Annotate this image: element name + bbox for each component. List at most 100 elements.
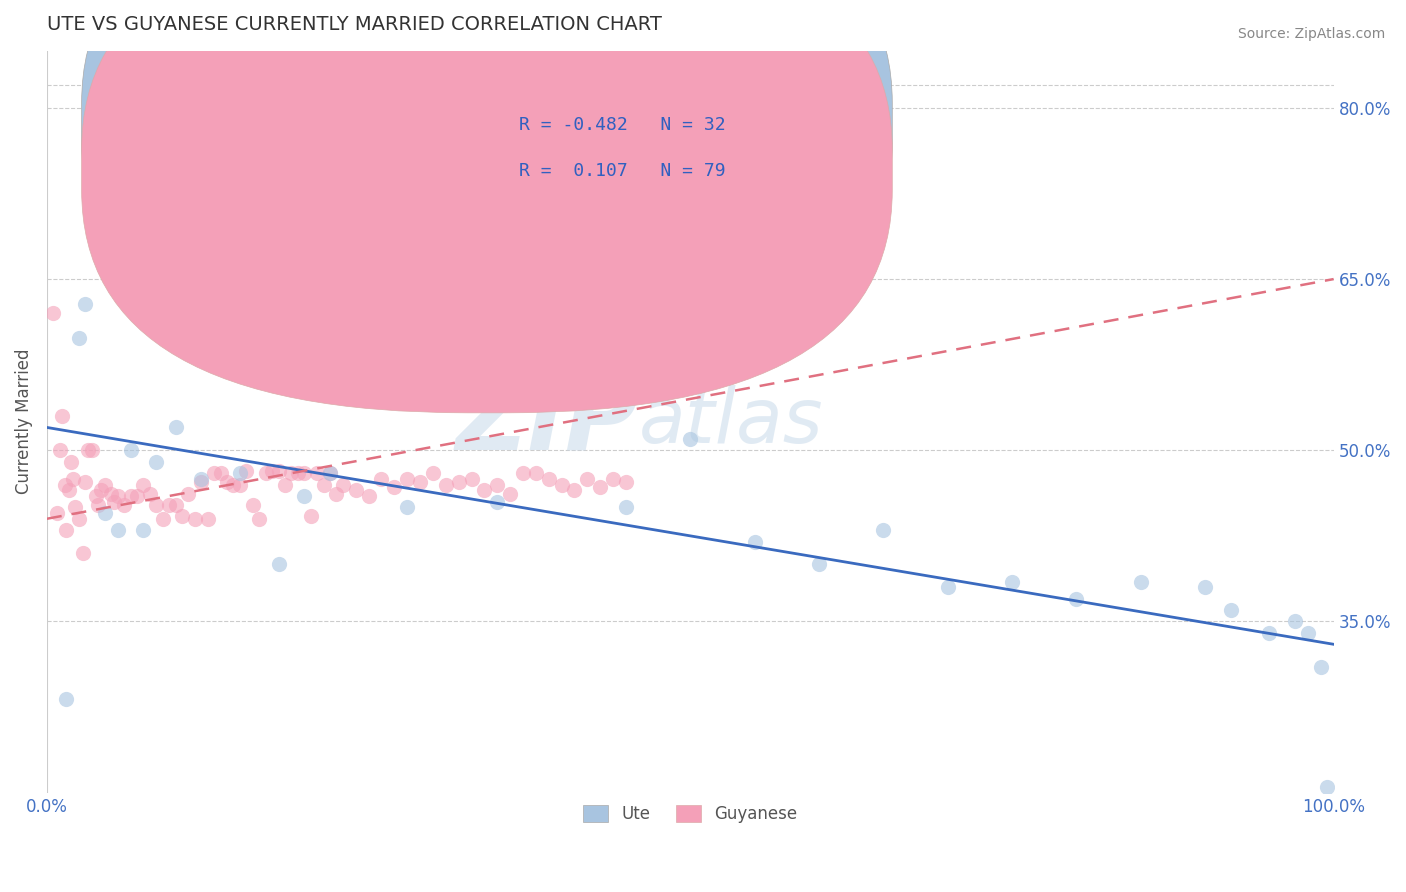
Point [120, 443, 142, 458]
Text: R = -0.482   N = 32: R = -0.482 N = 32 [519, 116, 725, 134]
Point [58, 483, 80, 498]
Point [42, 306, 65, 320]
Point [1309, 660, 1331, 674]
Point [679, 432, 702, 446]
Text: atlas: atlas [638, 384, 824, 458]
Point [499, 486, 522, 500]
Point [62, 472, 84, 486]
Point [222, 477, 245, 491]
Point [235, 464, 257, 478]
Point [145, 498, 167, 512]
Point [165, 498, 187, 512]
Point [312, 477, 335, 491]
Point [94, 477, 117, 491]
Point [344, 483, 367, 498]
Point [422, 466, 444, 480]
Point [103, 494, 125, 508]
Point [120, 489, 142, 503]
Point [1219, 603, 1241, 617]
Point [396, 472, 419, 486]
Point [100, 486, 122, 500]
Point [512, 466, 534, 480]
Point [190, 472, 212, 486]
Point [370, 472, 392, 486]
Point [1316, 780, 1339, 794]
Text: ZIP: ZIP [456, 373, 638, 470]
Point [55, 692, 77, 706]
Point [537, 472, 560, 486]
Point [1129, 574, 1152, 589]
Point [486, 494, 509, 508]
Point [107, 489, 129, 503]
Point [75, 297, 97, 311]
Legend: Ute, Guyanese: Ute, Guyanese [569, 791, 810, 836]
Point [589, 480, 612, 494]
Point [287, 466, 309, 480]
Point [157, 498, 180, 512]
FancyBboxPatch shape [439, 84, 813, 207]
Point [602, 472, 624, 486]
Point [267, 558, 290, 572]
Point [564, 483, 586, 498]
Point [550, 477, 572, 491]
Point [242, 498, 264, 512]
FancyBboxPatch shape [82, 0, 893, 413]
Point [486, 477, 509, 491]
Point [139, 486, 162, 500]
Point [1194, 580, 1216, 594]
Point [576, 472, 599, 486]
Point [807, 558, 830, 572]
Point [125, 489, 148, 503]
Point [614, 500, 637, 515]
Point [80, 443, 103, 458]
Point [744, 534, 766, 549]
Point [1001, 574, 1024, 589]
Point [319, 466, 342, 480]
Point [132, 477, 155, 491]
Point [67, 331, 90, 345]
Point [229, 466, 252, 480]
Point [90, 483, 112, 498]
Point [332, 477, 354, 491]
Point [184, 512, 207, 526]
Point [190, 475, 212, 490]
Point [107, 523, 129, 537]
Point [63, 500, 86, 515]
Text: Source: ZipAtlas.com: Source: ZipAtlas.com [1237, 27, 1385, 41]
Point [382, 480, 405, 494]
Point [267, 464, 290, 478]
Point [49, 443, 72, 458]
Point [247, 512, 270, 526]
Point [132, 523, 155, 537]
Point [307, 466, 329, 480]
Point [202, 466, 225, 480]
Point [280, 466, 302, 480]
Point [75, 475, 97, 490]
Point [1064, 591, 1087, 606]
Point [55, 523, 77, 537]
Point [274, 477, 297, 491]
Point [299, 509, 322, 524]
Point [1284, 615, 1306, 629]
Point [474, 483, 496, 498]
Point [262, 464, 284, 478]
Text: UTE VS GUYANESE CURRENTLY MARRIED CORRELATION CHART: UTE VS GUYANESE CURRENTLY MARRIED CORREL… [46, 15, 662, 34]
Point [1258, 626, 1281, 640]
Point [53, 477, 76, 491]
Point [409, 475, 432, 490]
Point [145, 455, 167, 469]
Point [215, 475, 238, 490]
Point [51, 409, 73, 423]
FancyBboxPatch shape [82, 0, 893, 366]
Point [170, 509, 193, 524]
Point [94, 506, 117, 520]
Point [1296, 626, 1319, 640]
Point [229, 477, 252, 491]
Text: R =  0.107   N = 79: R = 0.107 N = 79 [519, 162, 725, 180]
Point [434, 477, 457, 491]
Point [936, 580, 959, 594]
Point [72, 546, 94, 560]
Y-axis label: Currently Married: Currently Married [15, 349, 32, 494]
Point [396, 500, 419, 515]
Point [614, 475, 637, 490]
